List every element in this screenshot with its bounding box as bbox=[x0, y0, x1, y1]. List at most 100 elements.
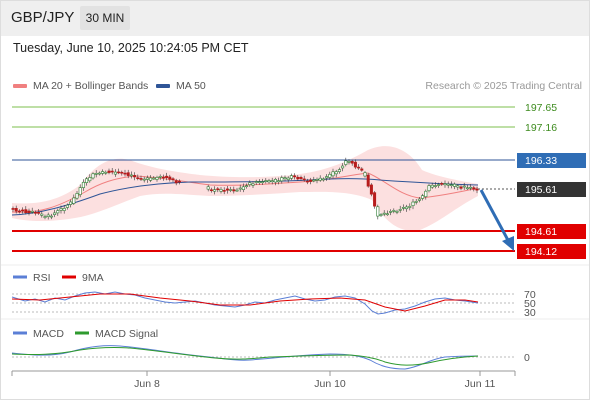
candle-body bbox=[392, 210, 396, 212]
candle-body bbox=[152, 177, 156, 180]
candle-body bbox=[33, 211, 37, 214]
candle-body bbox=[30, 210, 34, 213]
candle-body bbox=[11, 208, 15, 210]
candle-body bbox=[40, 213, 44, 216]
candle-body bbox=[88, 177, 92, 182]
candle-body bbox=[225, 188, 229, 191]
candle-body bbox=[101, 171, 105, 174]
candle-body bbox=[363, 172, 367, 177]
candle-body bbox=[433, 185, 437, 187]
candle-body bbox=[161, 176, 165, 179]
current-price-badge bbox=[517, 182, 586, 197]
candle-body bbox=[414, 201, 418, 203]
candle-body bbox=[273, 178, 277, 183]
candle-body bbox=[309, 179, 313, 182]
candle-body bbox=[385, 213, 389, 216]
rsi-9ma-legend-label: 9MA bbox=[82, 272, 104, 284]
candle-body bbox=[366, 174, 370, 187]
candle-body bbox=[373, 192, 377, 207]
symbol-label: GBP/JPY bbox=[11, 9, 75, 26]
candle-body bbox=[453, 183, 457, 187]
candle-body bbox=[382, 212, 386, 215]
candle-body bbox=[14, 208, 18, 212]
candle-body bbox=[65, 204, 69, 208]
candle-body bbox=[421, 195, 425, 199]
candle-body bbox=[222, 190, 226, 192]
candle-body bbox=[209, 189, 213, 192]
candle-body bbox=[174, 180, 178, 184]
candle-body bbox=[245, 185, 249, 187]
rsi-scale-50: 50 bbox=[524, 298, 536, 310]
datetime-label: Tuesday, June 10, 2025 10:24:05 PM CET bbox=[13, 41, 249, 55]
candle-body bbox=[401, 207, 405, 209]
level-label-197-65: 197.65 bbox=[525, 102, 557, 114]
legend-ma20-label: MA 20 + Bollinger Bands bbox=[33, 80, 149, 92]
candle-body bbox=[449, 184, 453, 186]
candle-body bbox=[344, 160, 348, 165]
candle-body bbox=[206, 186, 210, 190]
candle-body bbox=[299, 177, 303, 179]
candle-body bbox=[104, 171, 108, 174]
candle-body bbox=[305, 180, 309, 183]
candle-body bbox=[43, 216, 47, 218]
candle-body bbox=[267, 180, 271, 183]
candle-body bbox=[318, 177, 322, 181]
candle-body bbox=[398, 209, 402, 211]
candle-body bbox=[72, 197, 76, 204]
candle-body bbox=[120, 171, 124, 174]
candle-body bbox=[129, 174, 133, 177]
candle-body bbox=[411, 201, 415, 206]
macd-signal-legend-label: MACD Signal bbox=[95, 328, 158, 340]
x-label-jun10: Jun 10 bbox=[314, 378, 346, 390]
candle-body bbox=[277, 180, 281, 183]
candle-body bbox=[21, 209, 25, 212]
candle-body bbox=[430, 184, 434, 188]
candle-body bbox=[405, 206, 409, 210]
timeframe-button[interactable]: 30 MIN bbox=[80, 6, 130, 30]
candle-body bbox=[168, 176, 172, 180]
candle-body bbox=[123, 172, 127, 175]
candle-body bbox=[75, 193, 79, 199]
level-badge-196-33 bbox=[517, 153, 586, 168]
candle-body bbox=[347, 161, 351, 163]
bollinger-band bbox=[12, 146, 478, 231]
candle-body bbox=[78, 187, 82, 195]
candle-body bbox=[289, 175, 293, 179]
candle-body bbox=[325, 176, 329, 179]
candle-body bbox=[69, 201, 73, 205]
candle-body bbox=[286, 177, 290, 181]
candle-body bbox=[427, 185, 431, 192]
legend-ma20: MA 20 + Bollinger Bands bbox=[13, 80, 148, 92]
candle-body bbox=[328, 173, 332, 178]
candle-body bbox=[241, 186, 245, 190]
candle-body bbox=[117, 171, 121, 174]
candle-body bbox=[177, 180, 181, 183]
x-label-jun11: Jun 11 bbox=[465, 378, 496, 390]
forecast-arrow-shaft bbox=[479, 189, 511, 243]
candle-body bbox=[465, 187, 469, 190]
candle-body bbox=[472, 187, 476, 190]
candle-body bbox=[296, 176, 300, 180]
forecast-arrow-icon bbox=[502, 236, 514, 251]
candle-body bbox=[254, 181, 258, 183]
candle-body bbox=[312, 179, 316, 182]
candle-body bbox=[257, 181, 261, 184]
current-price-label: 195.61 bbox=[525, 184, 557, 196]
candle-body bbox=[357, 166, 361, 169]
rsi-scale-30: 30 bbox=[524, 307, 536, 319]
candle-body bbox=[264, 180, 268, 182]
candle-body bbox=[360, 168, 364, 171]
candle-body bbox=[37, 212, 41, 214]
candle-body bbox=[59, 208, 63, 211]
candle-body bbox=[353, 161, 357, 168]
ma20-swatch-icon bbox=[13, 84, 27, 89]
candle-body bbox=[133, 175, 137, 178]
rsi-legend-label: RSI bbox=[33, 272, 51, 284]
candle-body bbox=[337, 169, 341, 172]
candle-body bbox=[302, 178, 306, 181]
candle-body bbox=[145, 177, 149, 180]
candle-body bbox=[341, 165, 345, 169]
candle-body bbox=[113, 171, 117, 175]
level-label-194-61: 194.61 bbox=[525, 226, 557, 238]
